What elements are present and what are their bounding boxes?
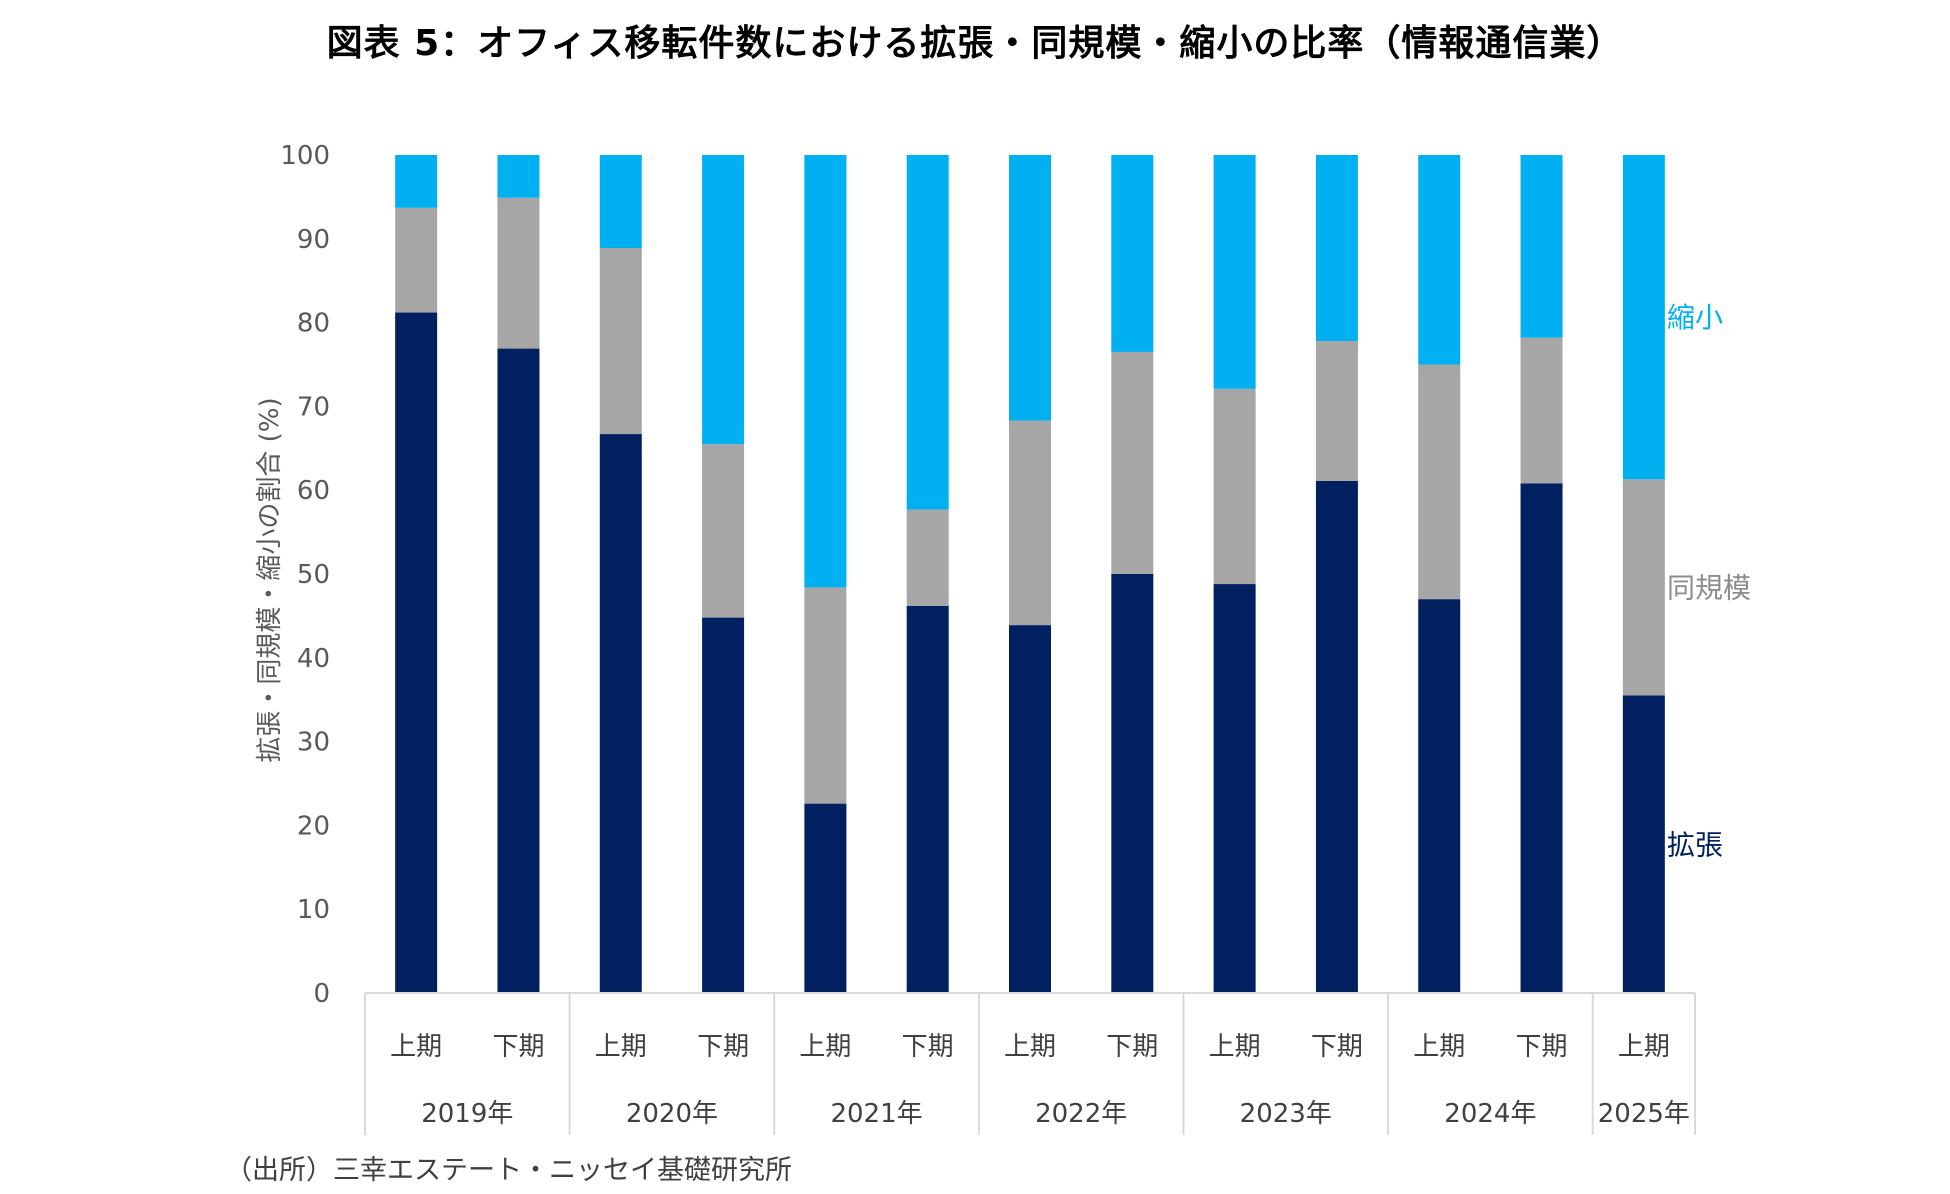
x-group-label: 2021年 <box>830 1099 922 1129</box>
x-group-label: 2019年 <box>421 1099 513 1129</box>
y-tick-label: 0 <box>313 979 330 1009</box>
bar-segment <box>1213 155 1256 389</box>
y-tick-label: 100 <box>280 141 330 171</box>
x-group-label: 2020年 <box>626 1099 718 1129</box>
x-tick-label: 上期 <box>1209 1032 1261 1062</box>
bar-segment <box>599 434 642 994</box>
x-tick-label: 下期 <box>902 1032 954 1062</box>
bar-segment <box>804 155 847 588</box>
bar-segment <box>1418 155 1461 365</box>
bar-segment <box>1418 364 1461 600</box>
y-tick-label: 90 <box>297 225 330 255</box>
bar-segment <box>1622 695 1665 993</box>
x-tick-label: 上期 <box>799 1032 851 1062</box>
source-note: （出所）三幸エステート・ニッセイ基礎研究所 <box>225 1155 792 1186</box>
x-tick-label: 上期 <box>1413 1032 1465 1062</box>
y-tick-label: 40 <box>297 644 330 674</box>
chart-title: 図表 5：オフィス移転件数における拡張・同規模・縮小の比率（情報通信業） <box>326 23 1624 64</box>
bar-segment <box>497 155 540 198</box>
legend-label: 縮小 <box>1667 301 1723 334</box>
bars <box>395 155 1665 994</box>
bar-segment <box>395 155 438 208</box>
bar-segment <box>1009 625 1051 993</box>
x-tick-label: 上期 <box>1004 1032 1056 1062</box>
bar-segment <box>497 348 540 993</box>
bar-segment <box>395 207 438 313</box>
x-tick-label: 上期 <box>390 1032 442 1062</box>
x-group-label: 2022年 <box>1035 1099 1127 1129</box>
bar-segment <box>1520 155 1563 338</box>
bar-segment <box>1213 388 1256 585</box>
x-tick-label: 下期 <box>492 1032 544 1062</box>
bar-segment <box>1111 155 1154 352</box>
y-axis: 0 10 20 30 40 50 60 70 80 90 100 <box>280 141 330 1009</box>
bar-segment <box>1622 479 1665 696</box>
x-group-label: 2024年 <box>1444 1099 1536 1129</box>
x-tick-label: 下期 <box>1106 1032 1158 1062</box>
x-tick-label: 下期 <box>697 1032 749 1062</box>
y-tick-label: 10 <box>297 895 330 925</box>
bar-segment <box>702 155 745 445</box>
y-tick-label: 80 <box>297 309 330 339</box>
y-tick-label: 60 <box>297 476 330 506</box>
y-tick-label: 70 <box>297 392 330 422</box>
x-tick-label: 下期 <box>1311 1032 1363 1062</box>
bar-segment <box>1520 337 1563 484</box>
bar-segment <box>906 155 949 510</box>
y-axis-label: 拡張・同規模・縮小の割合 (%) <box>255 397 285 762</box>
bar-segment <box>1622 155 1665 480</box>
bar-segment <box>1315 480 1358 993</box>
bar-segment <box>702 617 745 993</box>
x-tick-label: 上期 <box>1618 1032 1670 1062</box>
bar-segment <box>1315 341 1358 481</box>
bar-segment <box>599 248 642 435</box>
bar-segment <box>497 197 540 349</box>
bar-segment <box>804 587 847 804</box>
x-tick-label: 上期 <box>595 1032 647 1062</box>
bar-segment <box>1009 155 1051 421</box>
bar-segment <box>906 605 949 993</box>
x-group-label: 2023年 <box>1240 1099 1332 1129</box>
bar-segment <box>599 155 642 249</box>
bar-segment <box>1520 483 1563 993</box>
legend-label: 同規模 <box>1667 571 1751 604</box>
y-tick-label: 50 <box>297 560 330 590</box>
x-axis: 上期 下期 上期 下期 上期 下期 上期 下期 上期 下期 上期 下期 上期 2019年 2020年 2021… <box>364 992 1696 1135</box>
bar-segment <box>702 444 745 618</box>
bar-segment <box>1009 420 1051 626</box>
bar-segment <box>395 312 438 993</box>
x-group-label: 2025年 <box>1598 1099 1690 1129</box>
y-tick-label: 20 <box>297 811 330 841</box>
x-tick-label: 下期 <box>1516 1032 1568 1062</box>
bar-segment <box>1315 155 1358 342</box>
bar-segment <box>1213 584 1256 993</box>
bar-segment <box>1111 351 1154 574</box>
bar-segment <box>804 803 847 993</box>
bar-segment <box>906 509 949 606</box>
y-tick-label: 30 <box>297 728 330 758</box>
bar-segment <box>1111 574 1154 993</box>
bar-segment <box>1418 599 1461 993</box>
legend-label: 拡張 <box>1667 828 1723 861</box>
